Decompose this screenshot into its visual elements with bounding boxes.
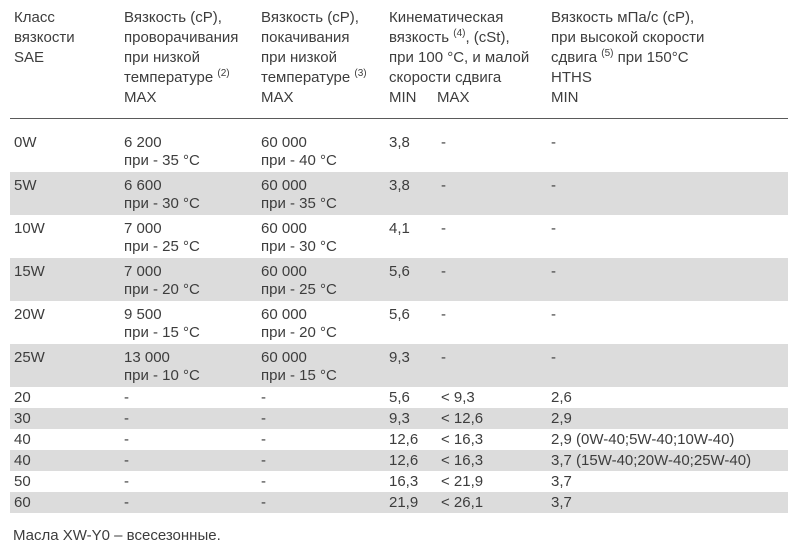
- cell-hths: -: [547, 344, 788, 387]
- cell-kin-max: < 12,6: [437, 408, 547, 429]
- cell-pumping: -: [261, 473, 266, 490]
- cell-hths: 2,9 (0W-40;5W-40;10W-40): [551, 431, 735, 448]
- cell-hths: -: [547, 258, 788, 301]
- cell-kin-min: 3,8: [385, 172, 437, 215]
- header-row: Класс вязкости SAE Вязкость (cP), проворачив…: [10, 8, 788, 119]
- table-row: 40- -12,6 < 16,3 3,7 (15W-40;20W-40;25W-40): [10, 450, 788, 471]
- cell-hths: -: [547, 172, 788, 215]
- table-row: 20W 9 500 при - 15 °C 60 000 при - 20 °C 5,6 -…: [10, 301, 788, 344]
- cell-cranking: -: [120, 408, 257, 429]
- cell-pumping: 60 000 при - 40 °C: [261, 134, 337, 169]
- cell-kin-max: < 9,3: [441, 389, 475, 406]
- cell-cranking: -: [124, 431, 129, 448]
- cell-sae: 40: [14, 431, 31, 448]
- cell-kin-max: -: [437, 258, 547, 301]
- cell-pumping: 60 000 при - 25 °C: [257, 258, 385, 301]
- cell-pumping: 60 000 при - 30 °C: [261, 220, 337, 255]
- cell-hths: 3,7: [551, 473, 572, 490]
- table-row: 60- -21,9 < 26,1 3,7: [10, 492, 788, 513]
- cell-kin-min: 5,6: [389, 306, 410, 323]
- cell-cranking: -: [124, 473, 129, 490]
- table-body: 0W 6 200 при - 35 °C 60 000 при - 40 °C 3,8- -…: [10, 119, 788, 513]
- table-header: Класс вязкости SAE Вязкость (cP), проворачив…: [10, 8, 788, 119]
- cell-kin-max: < 21,9: [441, 473, 484, 490]
- cell-cranking: 9 500 при - 15 °C: [124, 306, 200, 341]
- cell-sae: 20: [14, 389, 31, 406]
- cell-kin-max: < 26,1: [437, 492, 547, 513]
- cell-pumping: 60 000 при - 15 °C: [257, 344, 385, 387]
- cell-kin-min: 5,6: [385, 258, 437, 301]
- cell-sae: 5W: [10, 172, 120, 215]
- table-row: 25W 13 000 при - 10 °C 60 000 при - 15 °C 9,3…: [10, 344, 788, 387]
- cell-cranking: 6 600 при - 30 °C: [120, 172, 257, 215]
- table-row: 50 - - 16,3 < 21,9 3,7: [10, 471, 788, 492]
- cell-cranking: 7 000 при - 20 °C: [120, 258, 257, 301]
- column-subheader-min: MIN: [389, 89, 417, 106]
- cell-sae: 15W: [10, 258, 120, 301]
- cell-kin-max: -: [441, 134, 446, 151]
- cell-hths: -: [551, 220, 556, 237]
- column-header-hths: Вязкость мПа/с (cP), при высокой скорости…: [547, 8, 788, 119]
- cell-kin-max: -: [437, 344, 547, 387]
- cell-sae: 50: [14, 473, 31, 490]
- cell-hths: 2,6: [551, 389, 572, 406]
- cell-kin-min: 9,3: [385, 408, 437, 429]
- cell-sae: 0W: [14, 134, 37, 151]
- cell-sae: 60: [10, 492, 120, 513]
- cell-cranking: 6 200 при - 35 °C: [124, 134, 200, 169]
- sae-viscosity-table: Класс вязкости SAE Вязкость (cP), проворачив…: [10, 8, 788, 513]
- cell-kin-max: -: [441, 306, 446, 323]
- table-footnote: Масла XW-Y0 – всесезонные.: [13, 527, 221, 544]
- table-row: 5W 6 600 при - 30 °C 60 000 при - 35 °C 3,8- -: [10, 172, 788, 215]
- cell-hths: -: [551, 134, 556, 151]
- cell-kin-min: 12,6: [385, 450, 437, 471]
- cell-kin-max: < 16,3: [441, 431, 484, 448]
- cell-cranking: -: [120, 450, 257, 471]
- table-row: 30- -9,3 < 12,6 2,9: [10, 408, 788, 429]
- cell-sae: 30: [10, 408, 120, 429]
- cell-cranking: -: [120, 492, 257, 513]
- cell-cranking: 13 000 при - 10 °C: [120, 344, 257, 387]
- cell-kin-min: 3,8: [389, 134, 410, 151]
- column-header-cranking: Вязкость (cP), проворачивания при низкой те…: [120, 8, 257, 119]
- cell-kin-min: 16,3: [389, 473, 419, 490]
- cell-kin-min: 4,1: [389, 220, 410, 237]
- column-subheader-max: MAX: [437, 89, 470, 106]
- cell-pumping: -: [261, 431, 266, 448]
- table-row: 10W 7 000 при - 25 °C 60 000 при - 30 °C 4,1 -…: [10, 215, 788, 258]
- cell-kin-max: -: [441, 220, 446, 237]
- cell-sae: 20W: [14, 306, 45, 323]
- cell-kin-min: 9,3: [385, 344, 437, 387]
- table-row: 0W 6 200 при - 35 °C 60 000 при - 40 °C 3,8 - -: [10, 119, 788, 173]
- cell-sae: 25W: [10, 344, 120, 387]
- cell-pumping: -: [257, 408, 385, 429]
- cell-cranking: 7 000 при - 25 °C: [124, 220, 200, 255]
- cell-cranking: -: [124, 389, 129, 406]
- cell-kin-min: 21,9: [385, 492, 437, 513]
- cell-hths: 3,7: [547, 492, 788, 513]
- cell-pumping: -: [257, 450, 385, 471]
- column-header-pumping: Вязкость (cP), покачивания при низкой темпе…: [257, 8, 385, 119]
- cell-hths: 2,9: [547, 408, 788, 429]
- cell-pumping: 60 000 при - 35 °C: [257, 172, 385, 215]
- column-header-sae: Класс вязкости SAE: [10, 8, 120, 119]
- cell-sae: 10W: [14, 220, 45, 237]
- cell-kin-max: -: [437, 172, 547, 215]
- cell-pumping: 60 000 при - 20 °C: [261, 306, 337, 341]
- table-row: 15W 7 000 при - 20 °C 60 000 при - 25 °C 5,6-…: [10, 258, 788, 301]
- column-header-kinematic: Кинематическая вязкость (4), (cSt), при 10…: [385, 8, 547, 119]
- cell-pumping: -: [261, 389, 266, 406]
- cell-hths: -: [551, 306, 556, 323]
- table-row: 20 - - 5,6 < 9,3 2,6: [10, 387, 788, 408]
- cell-kin-min: 5,6: [389, 389, 410, 406]
- cell-hths: 3,7 (15W-40;20W-40;25W-40): [547, 450, 788, 471]
- cell-kin-min: 12,6: [389, 431, 419, 448]
- table-row: 40 - - 12,6 < 16,3 2,9 (0W-40;5W-40;10W-40): [10, 429, 788, 450]
- cell-pumping: -: [257, 492, 385, 513]
- cell-sae: 40: [10, 450, 120, 471]
- cell-kin-max: < 16,3: [437, 450, 547, 471]
